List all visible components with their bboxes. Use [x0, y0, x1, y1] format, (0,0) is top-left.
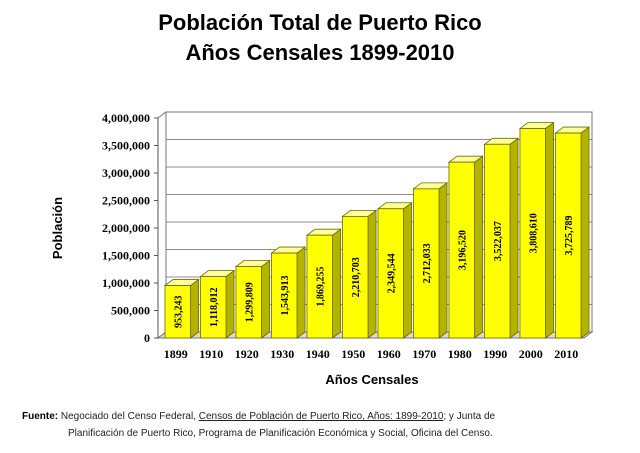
y-tick-label: 3,500,000	[102, 139, 150, 153]
bar-group: 2,349,544	[376, 201, 413, 339]
bar-value-label: 2,349,544	[387, 253, 398, 293]
y-tick-label: 2,000,000	[102, 221, 150, 235]
bar	[484, 143, 511, 339]
y-tick-label: 500,000	[111, 304, 150, 318]
bar-value-label: 1,869,255	[316, 267, 327, 307]
bar	[413, 188, 440, 339]
bar-side	[296, 246, 306, 339]
bar-group: 1,543,913	[270, 246, 307, 339]
bars: 953,243 1,118,012 1,299,809 1,543,913 1,869,…	[163, 121, 591, 339]
x-axis-label: Años Censales	[325, 372, 418, 387]
bar	[555, 132, 582, 339]
bar-side	[580, 126, 590, 339]
bar-value-label: 3,522,037	[493, 221, 504, 261]
bar	[519, 128, 546, 339]
x-tick-label: 1950	[341, 347, 365, 361]
source-label: Fuente:	[22, 411, 59, 422]
bar-side	[332, 228, 341, 339]
bar	[164, 285, 191, 339]
chart-title: Población Total de Puerto Rico	[158, 10, 482, 35]
bar-value-label: 2,210,703	[351, 257, 362, 297]
bar	[271, 252, 298, 339]
y-tick-label: 3,000,000	[102, 166, 150, 180]
x-tick-label: 1970	[412, 347, 436, 361]
x-tick-label: 2000	[519, 347, 543, 361]
y-tick-label: 4,000,000	[102, 111, 150, 125]
bar-value-label: 953,243	[174, 296, 185, 329]
bar-side	[225, 269, 235, 339]
bar-group: 3,725,789	[554, 126, 591, 339]
bar-chart: 953,243 1,118,012 1,299,809 1,543,913 1,869,…	[50, 111, 594, 387]
source-note: Fuente: Negociado del Censo Federal, Cen…	[22, 408, 622, 442]
y-axis-ticks: 0 500,000 1,000,000 1,500,000 2,000,000 2,500…	[102, 111, 159, 345]
bar-value-label: 3,808,610	[529, 213, 540, 253]
bar-side	[509, 137, 519, 339]
bar-value-label: 1,118,012	[209, 288, 220, 327]
gridline	[157, 111, 592, 119]
y-tick-label: 2,500,000	[102, 194, 150, 208]
bar-group: 1,869,255	[305, 228, 342, 339]
x-axis-ticks: 1899 1910 1920 1930 1940 1950 1960 1970 1980 1990…	[164, 347, 579, 361]
bar-side	[545, 121, 554, 339]
bar-group: 3,196,520	[447, 155, 484, 339]
y-tick-label: 1,000,000	[102, 276, 150, 290]
bar-side	[261, 259, 270, 339]
bar-value-label: 3,725,789	[564, 216, 575, 256]
x-tick-label: 1899	[164, 347, 188, 361]
y-tick-label: 1,500,000	[102, 249, 150, 263]
bar-group: 1,299,809	[234, 259, 271, 339]
y-axis-label: Población	[50, 197, 65, 259]
source-text-before: Negociado del Censo Federal,	[60, 411, 199, 422]
x-tick-label: 1910	[199, 347, 223, 361]
bar-value-label: 1,299,809	[245, 282, 256, 322]
source-work-title: Censos de Población de Puerto Rico, Años…	[198, 411, 444, 422]
y-tick-label: 0	[144, 331, 150, 345]
bar	[200, 276, 227, 339]
bar-side	[474, 155, 483, 339]
bar-group: 1,118,012	[199, 269, 236, 339]
bar-value-label: 2,712,033	[422, 243, 433, 283]
bar-side	[367, 209, 377, 339]
x-tick-label: 1990	[483, 347, 507, 361]
x-tick-label: 1920	[235, 347, 259, 361]
bar-value-label: 1,543,913	[280, 276, 291, 316]
x-tick-label: 2010	[554, 347, 578, 361]
bar-group: 2,712,033	[412, 182, 449, 339]
bar	[448, 161, 475, 339]
bar	[342, 216, 369, 339]
bar-side	[403, 201, 412, 339]
chart-subtitle: Años Censales 1899-2010	[185, 40, 455, 65]
source-text-after: ; y Junta de	[443, 411, 496, 422]
bar	[235, 266, 262, 339]
bar	[306, 234, 333, 339]
x-tick-label: 1980	[448, 347, 472, 361]
x-tick-label: 1960	[377, 347, 401, 361]
bar-side	[438, 182, 448, 339]
bar-value-label: 3,196,520	[458, 230, 469, 270]
x-tick-label: 1940	[306, 347, 330, 361]
bar-side	[190, 278, 199, 339]
bar	[377, 208, 404, 339]
bar-group: 3,808,610	[518, 121, 555, 339]
bar-group: 3,522,037	[483, 137, 520, 339]
bar-group: 953,243	[163, 278, 200, 339]
source-line-2: Planificación de Puerto Rico, Programa d…	[68, 428, 493, 439]
x-tick-label: 1930	[270, 347, 294, 361]
bar-group: 2,210,703	[341, 209, 378, 339]
